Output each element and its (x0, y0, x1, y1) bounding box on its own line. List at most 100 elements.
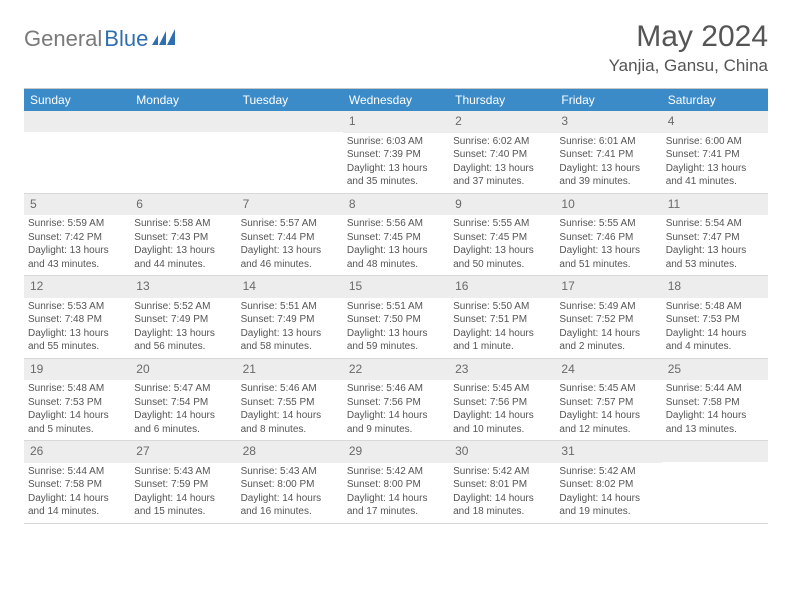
day-details: Sunrise: 6:00 AMSunset: 7:41 PMDaylight:… (662, 133, 768, 193)
day-cell: 18Sunrise: 5:48 AMSunset: 7:53 PMDayligh… (662, 276, 768, 358)
day-details: Sunrise: 5:51 AMSunset: 7:50 PMDaylight:… (343, 298, 449, 358)
day-header: Sunday (24, 89, 130, 111)
day-number: 8 (343, 194, 449, 216)
day-cell: 14Sunrise: 5:51 AMSunset: 7:49 PMDayligh… (237, 276, 343, 358)
day-number: 14 (237, 276, 343, 298)
day-cell: 29Sunrise: 5:42 AMSunset: 8:00 PMDayligh… (343, 441, 449, 523)
day-number: 5 (24, 194, 130, 216)
day-number: 18 (662, 276, 768, 298)
day-details: Sunrise: 5:42 AMSunset: 8:02 PMDaylight:… (555, 463, 661, 523)
week-row: 12Sunrise: 5:53 AMSunset: 7:48 PMDayligh… (24, 276, 768, 359)
day-cell: 25Sunrise: 5:44 AMSunset: 7:58 PMDayligh… (662, 359, 768, 441)
day-cell: 21Sunrise: 5:46 AMSunset: 7:55 PMDayligh… (237, 359, 343, 441)
day-cell: 1Sunrise: 6:03 AMSunset: 7:39 PMDaylight… (343, 111, 449, 193)
day-number: 9 (449, 194, 555, 216)
day-cell: 13Sunrise: 5:52 AMSunset: 7:49 PMDayligh… (130, 276, 236, 358)
day-details: Sunrise: 5:43 AMSunset: 7:59 PMDaylight:… (130, 463, 236, 523)
day-details: Sunrise: 5:46 AMSunset: 7:55 PMDaylight:… (237, 380, 343, 440)
week-row: 1Sunrise: 6:03 AMSunset: 7:39 PMDaylight… (24, 111, 768, 194)
day-details: Sunrise: 5:52 AMSunset: 7:49 PMDaylight:… (130, 298, 236, 358)
day-cell: 22Sunrise: 5:46 AMSunset: 7:56 PMDayligh… (343, 359, 449, 441)
day-header: Friday (555, 89, 661, 111)
day-number: 10 (555, 194, 661, 216)
day-number (24, 111, 130, 132)
day-cell (662, 441, 768, 523)
day-details: Sunrise: 5:55 AMSunset: 7:46 PMDaylight:… (555, 215, 661, 275)
day-details: Sunrise: 6:02 AMSunset: 7:40 PMDaylight:… (449, 133, 555, 193)
day-details: Sunrise: 5:59 AMSunset: 7:42 PMDaylight:… (24, 215, 130, 275)
day-cell: 3Sunrise: 6:01 AMSunset: 7:41 PMDaylight… (555, 111, 661, 193)
day-details: Sunrise: 5:58 AMSunset: 7:43 PMDaylight:… (130, 215, 236, 275)
day-details: Sunrise: 5:43 AMSunset: 8:00 PMDaylight:… (237, 463, 343, 523)
day-cell: 26Sunrise: 5:44 AMSunset: 7:58 PMDayligh… (24, 441, 130, 523)
day-number: 4 (662, 111, 768, 133)
day-number: 28 (237, 441, 343, 463)
day-cell: 9Sunrise: 5:55 AMSunset: 7:45 PMDaylight… (449, 194, 555, 276)
day-cell: 8Sunrise: 5:56 AMSunset: 7:45 PMDaylight… (343, 194, 449, 276)
week-row: 5Sunrise: 5:59 AMSunset: 7:42 PMDaylight… (24, 194, 768, 277)
day-number: 20 (130, 359, 236, 381)
day-details: Sunrise: 5:42 AMSunset: 8:01 PMDaylight:… (449, 463, 555, 523)
day-cell: 17Sunrise: 5:49 AMSunset: 7:52 PMDayligh… (555, 276, 661, 358)
day-number: 21 (237, 359, 343, 381)
location: Yanjia, Gansu, China (609, 56, 768, 76)
day-details: Sunrise: 5:47 AMSunset: 7:54 PMDaylight:… (130, 380, 236, 440)
day-cell (237, 111, 343, 193)
weeks-container: 1Sunrise: 6:03 AMSunset: 7:39 PMDaylight… (24, 111, 768, 524)
logo-text-general: General (24, 26, 102, 52)
day-header: Monday (130, 89, 236, 111)
day-number: 13 (130, 276, 236, 298)
day-details: Sunrise: 5:53 AMSunset: 7:48 PMDaylight:… (24, 298, 130, 358)
day-number: 25 (662, 359, 768, 381)
day-number: 1 (343, 111, 449, 133)
day-number: 6 (130, 194, 236, 216)
day-number (130, 111, 236, 132)
day-details: Sunrise: 5:51 AMSunset: 7:49 PMDaylight:… (237, 298, 343, 358)
month-title: May 2024 (609, 20, 768, 54)
day-number: 31 (555, 441, 661, 463)
week-row: 26Sunrise: 5:44 AMSunset: 7:58 PMDayligh… (24, 441, 768, 524)
day-header: Thursday (449, 89, 555, 111)
day-cell: 23Sunrise: 5:45 AMSunset: 7:56 PMDayligh… (449, 359, 555, 441)
logo-text-blue: Blue (104, 26, 148, 52)
day-number: 22 (343, 359, 449, 381)
title-block: May 2024 Yanjia, Gansu, China (609, 20, 768, 76)
day-cell: 30Sunrise: 5:42 AMSunset: 8:01 PMDayligh… (449, 441, 555, 523)
day-details: Sunrise: 5:57 AMSunset: 7:44 PMDaylight:… (237, 215, 343, 275)
day-details: Sunrise: 5:45 AMSunset: 7:56 PMDaylight:… (449, 380, 555, 440)
day-number: 11 (662, 194, 768, 216)
day-number: 15 (343, 276, 449, 298)
day-cell: 7Sunrise: 5:57 AMSunset: 7:44 PMDaylight… (237, 194, 343, 276)
chart-icon (152, 29, 176, 50)
day-number: 24 (555, 359, 661, 381)
day-details: Sunrise: 5:44 AMSunset: 7:58 PMDaylight:… (662, 380, 768, 440)
day-cell: 27Sunrise: 5:43 AMSunset: 7:59 PMDayligh… (130, 441, 236, 523)
day-details: Sunrise: 5:44 AMSunset: 7:58 PMDaylight:… (24, 463, 130, 523)
day-cell: 10Sunrise: 5:55 AMSunset: 7:46 PMDayligh… (555, 194, 661, 276)
day-details: Sunrise: 5:56 AMSunset: 7:45 PMDaylight:… (343, 215, 449, 275)
day-number: 12 (24, 276, 130, 298)
day-details: Sunrise: 5:45 AMSunset: 7:57 PMDaylight:… (555, 380, 661, 440)
day-cell: 11Sunrise: 5:54 AMSunset: 7:47 PMDayligh… (662, 194, 768, 276)
day-number: 30 (449, 441, 555, 463)
day-number (662, 441, 768, 462)
day-details: Sunrise: 5:46 AMSunset: 7:56 PMDaylight:… (343, 380, 449, 440)
day-cell (24, 111, 130, 193)
day-header: Wednesday (343, 89, 449, 111)
week-row: 19Sunrise: 5:48 AMSunset: 7:53 PMDayligh… (24, 359, 768, 442)
day-cell: 15Sunrise: 5:51 AMSunset: 7:50 PMDayligh… (343, 276, 449, 358)
day-number: 7 (237, 194, 343, 216)
day-details: Sunrise: 5:49 AMSunset: 7:52 PMDaylight:… (555, 298, 661, 358)
day-cell: 28Sunrise: 5:43 AMSunset: 8:00 PMDayligh… (237, 441, 343, 523)
day-header-row: SundayMondayTuesdayWednesdayThursdayFrid… (24, 89, 768, 111)
day-cell: 5Sunrise: 5:59 AMSunset: 7:42 PMDaylight… (24, 194, 130, 276)
day-cell: 12Sunrise: 5:53 AMSunset: 7:48 PMDayligh… (24, 276, 130, 358)
day-details: Sunrise: 5:54 AMSunset: 7:47 PMDaylight:… (662, 215, 768, 275)
calendar-grid: SundayMondayTuesdayWednesdayThursdayFrid… (24, 88, 768, 524)
logo: General Blue (24, 26, 176, 52)
header: General Blue May 2024 Yanjia, Gansu, Chi… (24, 20, 768, 76)
day-details: Sunrise: 6:03 AMSunset: 7:39 PMDaylight:… (343, 133, 449, 193)
day-details: Sunrise: 5:42 AMSunset: 8:00 PMDaylight:… (343, 463, 449, 523)
day-details: Sunrise: 6:01 AMSunset: 7:41 PMDaylight:… (555, 133, 661, 193)
day-cell: 6Sunrise: 5:58 AMSunset: 7:43 PMDaylight… (130, 194, 236, 276)
